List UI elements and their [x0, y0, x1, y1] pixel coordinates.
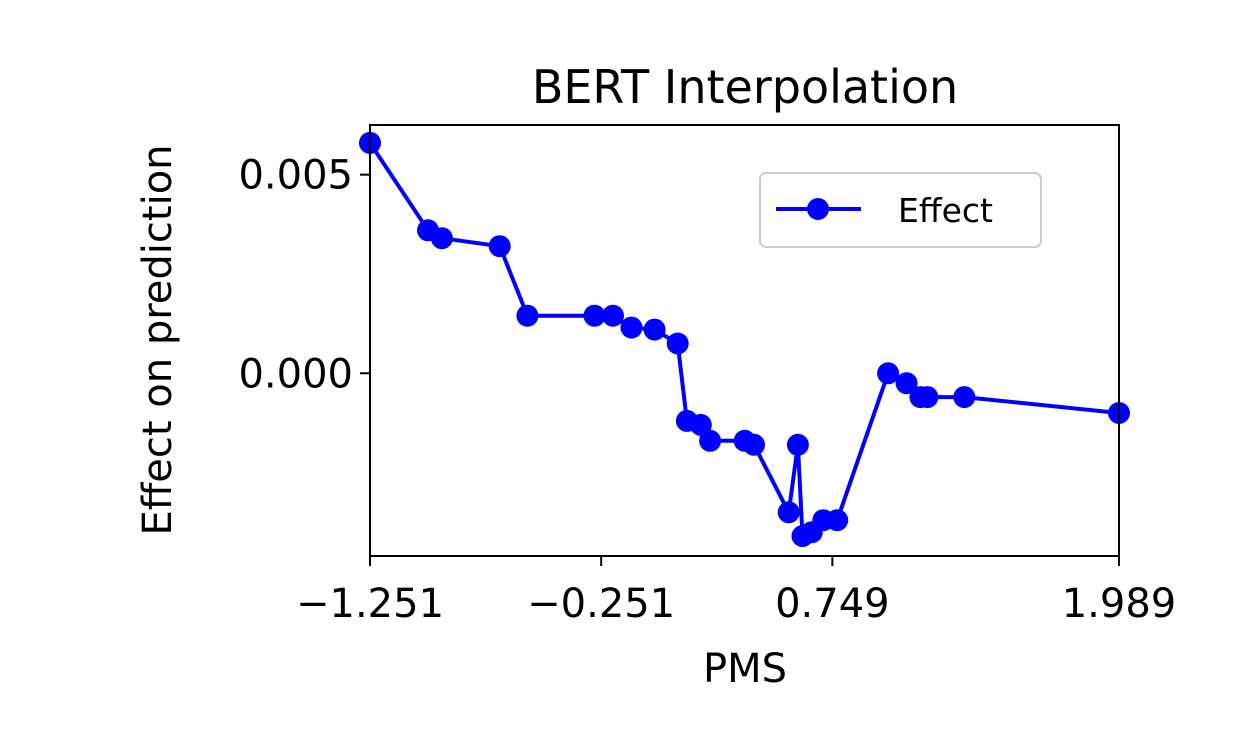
legend-marker-sample — [807, 198, 829, 220]
y-tick-label: 0.005 — [238, 153, 353, 199]
y-axis-label: Effect on prediction — [135, 144, 181, 535]
x-tick-label: −0.251 — [527, 581, 675, 627]
data-point — [743, 433, 765, 456]
axes-frame — [369, 124, 1120, 557]
x-tick-label: 1.989 — [1062, 581, 1177, 627]
data-point — [916, 386, 939, 409]
data-point — [666, 332, 689, 355]
legend: Effect — [759, 172, 1042, 248]
x-axis: −1.251 −0.251 0.749 1.989 — [296, 556, 1176, 627]
y-tick-label: 0.000 — [238, 351, 353, 397]
data-point — [786, 433, 809, 456]
data-point — [689, 413, 712, 436]
x-tick-label: −1.251 — [296, 581, 444, 627]
chart-title: BERT Interpolation — [532, 60, 958, 114]
plot-area — [359, 131, 1130, 548]
x-axis-label: PMS — [703, 646, 787, 692]
data-point — [877, 362, 900, 385]
data-point — [826, 509, 849, 532]
data-point — [583, 304, 606, 327]
data-point — [430, 227, 453, 250]
data-point — [488, 235, 511, 258]
data-point — [620, 316, 643, 339]
x-tick-label: 0.749 — [775, 581, 890, 627]
data-point — [643, 318, 666, 341]
y-axis: 0.000 0.005 — [238, 153, 370, 397]
data-point — [895, 372, 918, 395]
data-point — [516, 304, 539, 327]
data-point — [777, 501, 800, 524]
data-point — [602, 304, 624, 327]
data-point — [953, 386, 976, 409]
legend-box — [759, 172, 1042, 248]
data-point — [699, 429, 722, 452]
legend-label-effect: Effect — [898, 191, 993, 230]
